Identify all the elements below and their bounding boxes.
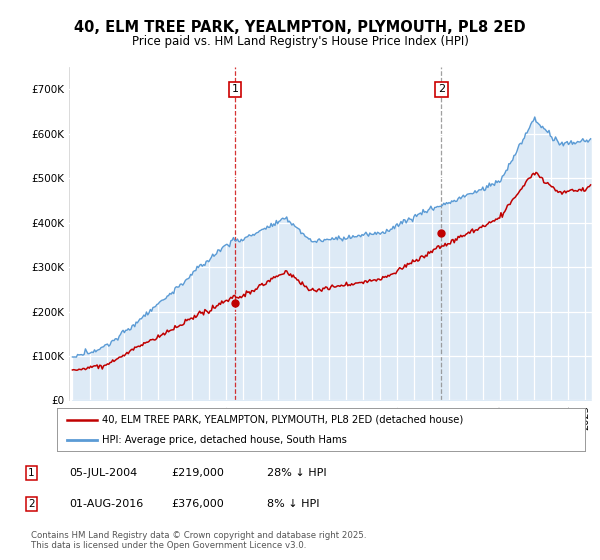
Text: 2: 2 xyxy=(28,499,35,509)
Text: 1: 1 xyxy=(232,85,238,95)
Text: 8% ↓ HPI: 8% ↓ HPI xyxy=(267,499,320,509)
Text: 40, ELM TREE PARK, YEALMPTON, PLYMOUTH, PL8 2ED (detached house): 40, ELM TREE PARK, YEALMPTON, PLYMOUTH, … xyxy=(102,415,463,424)
Text: 1: 1 xyxy=(28,468,35,478)
Text: 28% ↓ HPI: 28% ↓ HPI xyxy=(267,468,326,478)
Text: Price paid vs. HM Land Registry's House Price Index (HPI): Price paid vs. HM Land Registry's House … xyxy=(131,35,469,48)
Text: 01-AUG-2016: 01-AUG-2016 xyxy=(69,499,143,509)
Text: £376,000: £376,000 xyxy=(171,499,224,509)
Text: 2: 2 xyxy=(438,85,445,95)
Text: Contains HM Land Registry data © Crown copyright and database right 2025.
This d: Contains HM Land Registry data © Crown c… xyxy=(31,531,367,550)
Text: £219,000: £219,000 xyxy=(171,468,224,478)
Text: 40, ELM TREE PARK, YEALMPTON, PLYMOUTH, PL8 2ED: 40, ELM TREE PARK, YEALMPTON, PLYMOUTH, … xyxy=(74,20,526,35)
Text: HPI: Average price, detached house, South Hams: HPI: Average price, detached house, Sout… xyxy=(102,435,347,445)
Text: 05-JUL-2004: 05-JUL-2004 xyxy=(69,468,137,478)
